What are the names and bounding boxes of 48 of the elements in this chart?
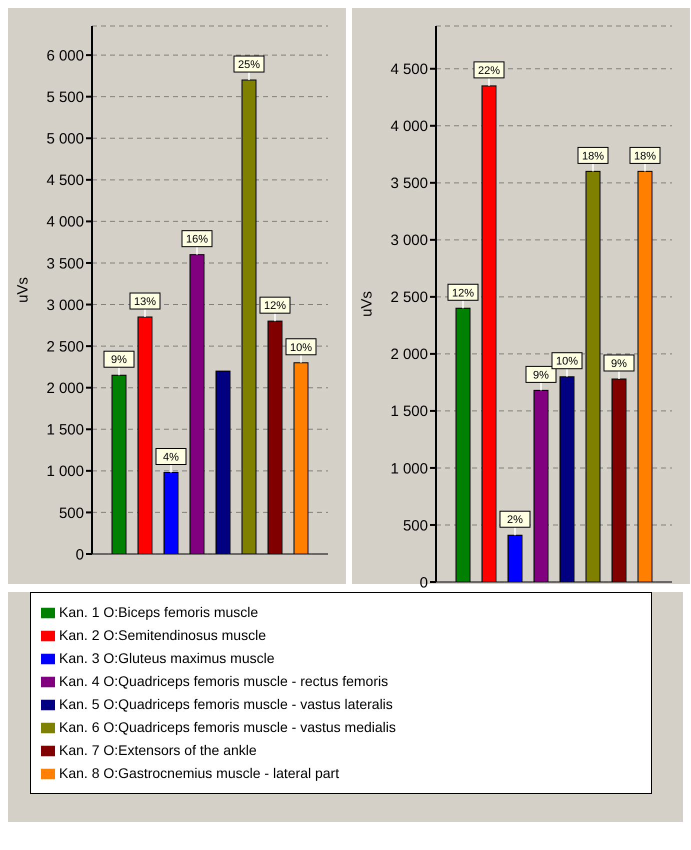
legend-label: Kan. 1 O:Biceps femoris muscle bbox=[59, 603, 260, 622]
y-tick-label: 1 000 bbox=[46, 463, 84, 480]
y-tick-label: 2 000 bbox=[390, 346, 428, 364]
annotation: 18% bbox=[634, 150, 656, 162]
legend-label: Kan. 4 O:Quadriceps femoris muscle - rectus femoris bbox=[59, 672, 390, 691]
y-tick-label: 6 000 bbox=[46, 47, 84, 64]
annotation: 4% bbox=[163, 452, 180, 464]
annotation: 13% bbox=[134, 296, 156, 308]
y-tick-label: 3 500 bbox=[46, 255, 84, 272]
y-tick-label: 4 000 bbox=[46, 214, 84, 231]
legend-label: Kan. 3 O:Gluteus maximus muscle bbox=[59, 649, 276, 668]
legend-label: Kan. 6 O:Quadriceps femoris muscle - vastus medialis bbox=[59, 718, 397, 737]
legend-label: Kan. 8 O:Gastrocnemius muscle - lateral part bbox=[59, 764, 340, 783]
annotation: 25% bbox=[238, 59, 260, 72]
legend-label: Kan. 2 O:Semitendinosus muscle bbox=[59, 626, 267, 645]
annotation: 18% bbox=[582, 150, 604, 162]
y-tick-label: 0 bbox=[76, 546, 84, 564]
y-tick-label: 4 500 bbox=[390, 61, 428, 78]
annotation: 10% bbox=[556, 356, 578, 368]
y-tick-label: 1 500 bbox=[46, 422, 84, 439]
legend-label: Kan. 7 O:Extensors of the ankle bbox=[59, 741, 258, 760]
y-axis-title: uVs bbox=[358, 291, 376, 317]
y-tick-label: 3 500 bbox=[390, 175, 428, 192]
y-tick-label: 2 500 bbox=[46, 338, 84, 356]
y-tick-label: 5 000 bbox=[46, 130, 84, 148]
legend-label: Kan. 5 O:Quadriceps femoris muscle - vastus lateralis bbox=[59, 695, 394, 714]
annotation: 9% bbox=[611, 358, 628, 370]
annotation: 2% bbox=[507, 514, 524, 526]
y-tick-label: 4 500 bbox=[46, 172, 84, 190]
annotation: 16% bbox=[186, 234, 208, 246]
annotation: 12% bbox=[264, 300, 286, 312]
y-axis-title: uVs bbox=[14, 277, 32, 303]
y-tick-label: 3 000 bbox=[46, 296, 84, 314]
y-tick-label: 2 500 bbox=[390, 289, 428, 306]
y-tick-label: 1 000 bbox=[390, 460, 428, 478]
annotation: 10% bbox=[290, 342, 312, 354]
y-tick-label: 500 bbox=[402, 517, 428, 534]
y-tick-label: 1 500 bbox=[390, 403, 428, 420]
y-tick-label: 500 bbox=[58, 504, 84, 522]
annotation: 12% bbox=[452, 287, 474, 300]
annotation: 9% bbox=[533, 369, 550, 382]
y-tick-label: 4 000 bbox=[390, 118, 428, 136]
y-tick-label: 5 500 bbox=[46, 89, 84, 106]
annotation: 9% bbox=[111, 354, 128, 366]
y-tick-label: 2 000 bbox=[46, 380, 84, 398]
y-tick-label: 0 bbox=[420, 574, 428, 592]
annotation: 22% bbox=[478, 64, 500, 77]
y-tick-label: 3 000 bbox=[390, 232, 428, 250]
